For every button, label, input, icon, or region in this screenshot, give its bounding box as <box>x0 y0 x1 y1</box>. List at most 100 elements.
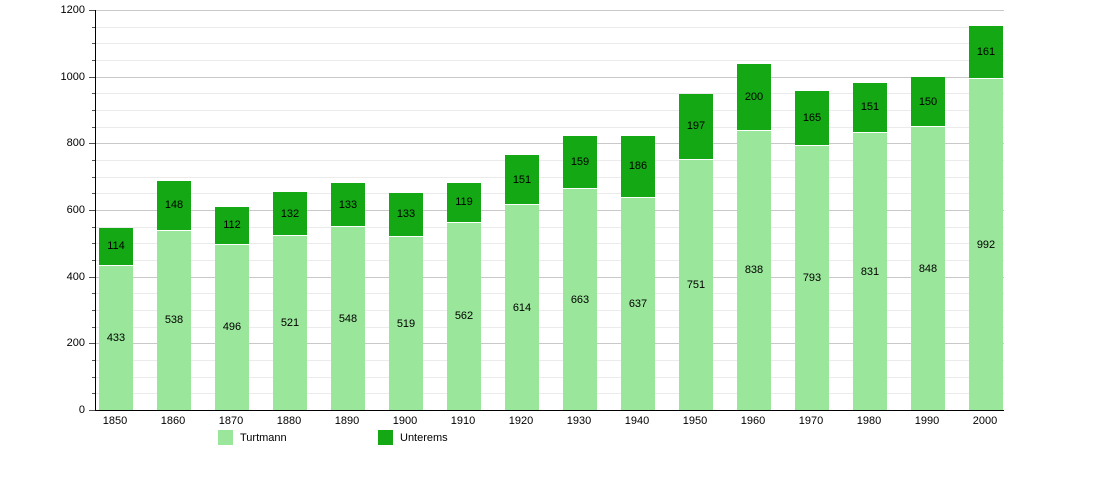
gridline-minor <box>96 193 1004 195</box>
y-axis-tick <box>92 326 95 328</box>
gridline-minor <box>96 226 1004 228</box>
bar-value-label: 793 <box>802 271 822 284</box>
x-axis-label: 1890 <box>334 415 360 427</box>
bar-value-label: 119 <box>455 196 473 209</box>
x-axis-label: 1860 <box>160 415 186 427</box>
y-axis-tick <box>92 93 95 95</box>
bar-segment-unterems-2000: 161 <box>969 25 1003 80</box>
x-axis-label: 1920 <box>508 415 534 427</box>
y-axis-label: 600 <box>66 204 85 216</box>
bar-value-label: 150 <box>918 95 938 108</box>
bar-value-label: 521 <box>280 317 300 330</box>
bar-segment-unterems-1870: 112 <box>215 207 249 245</box>
gridline-minor <box>96 260 1004 261</box>
legend-label-turtmann: Turtmann <box>240 432 287 444</box>
bar-segment-turtmann-1920: 614 <box>505 205 539 410</box>
y-axis-tick <box>92 310 95 311</box>
y-axis-tick <box>89 76 95 78</box>
gridline-major <box>96 10 1004 11</box>
bar-value-label: 112 <box>223 219 241 232</box>
y-axis-label: 0 <box>78 404 85 416</box>
gridline-minor <box>96 93 1004 95</box>
x-axis-label: 2000 <box>972 415 998 427</box>
gridline-minor <box>96 310 1004 311</box>
bar-segment-unterems-1990: 150 <box>911 77 945 128</box>
gridline-minor <box>96 393 1004 395</box>
bar-segment-turtmann-1860: 538 <box>157 230 191 410</box>
y-axis-tick <box>92 360 95 361</box>
bar-value-label: 133 <box>338 198 358 211</box>
bar-value-label: 848 <box>918 262 938 275</box>
plot-area: 433 114 538 148 496 112 521 132 548 133 519 133 562 1… <box>95 10 1004 411</box>
bar-segment-unterems-1940: 186 <box>621 135 655 198</box>
x-axis-label: 1910 <box>450 415 476 427</box>
bar-value-label: 133 <box>396 208 416 221</box>
y-axis-tick <box>89 410 95 411</box>
y-axis-tick <box>92 126 95 128</box>
x-axis-label: 1900 <box>392 415 418 427</box>
bar-value-label: 200 <box>744 90 764 103</box>
bar-value-label: 496 <box>222 321 242 334</box>
x-axis-label: 1930 <box>566 415 592 427</box>
bar-value-label: 148 <box>164 199 184 212</box>
bar-segment-unterems-1930: 159 <box>563 136 597 189</box>
bar-segment-unterems-1950: 197 <box>679 94 713 160</box>
bar-segment-unterems-1890: 133 <box>331 183 365 228</box>
bar-value-label: 519 <box>396 317 416 330</box>
gridline-minor <box>96 360 1004 361</box>
bar-value-label: 159 <box>570 156 590 168</box>
bar-segment-turtmann-1980: 831 <box>853 133 887 410</box>
y-axis-tick <box>92 193 95 195</box>
y-axis-tick <box>92 226 95 228</box>
bar-value-label: 838 <box>744 264 764 277</box>
gridline-minor <box>96 43 1004 45</box>
gridline-major <box>96 76 1004 78</box>
gridline-minor <box>96 110 1004 111</box>
bar-segment-unterems-1900: 133 <box>389 192 423 237</box>
x-axis-label: 1880 <box>276 415 302 427</box>
legend-swatch-turtmann <box>218 430 233 445</box>
bar-value-label: 114 <box>107 240 125 253</box>
bar-value-label: 132 <box>280 207 300 220</box>
bar-value-label: 186 <box>628 160 648 173</box>
bar-segment-turtmann-1960: 838 <box>737 130 771 410</box>
gridline-minor <box>96 243 1004 245</box>
y-axis-tick <box>92 260 95 261</box>
bar-segment-turtmann-1850: 433 <box>99 265 133 410</box>
bar-value-label: 151 <box>512 173 532 186</box>
x-axis-label: 1950 <box>682 415 708 427</box>
bar-value-label: 197 <box>686 120 706 133</box>
bar-segment-turtmann-1940: 637 <box>621 197 655 410</box>
y-axis-label: 400 <box>66 270 85 283</box>
bar-value-label: 831 <box>860 265 880 278</box>
bar-value-label: 151 <box>860 101 880 114</box>
x-axis-label: 1970 <box>798 415 824 427</box>
x-axis-label: 1940 <box>624 415 650 427</box>
y-axis-tick <box>92 376 95 378</box>
y-axis-label: 1200 <box>60 4 85 16</box>
bar-segment-turtmann-1880: 521 <box>273 236 307 410</box>
bar-segment-turtmann-1910: 562 <box>447 222 481 410</box>
y-axis-tick <box>92 176 95 178</box>
y-axis-label: 200 <box>66 337 85 350</box>
bar-segment-unterems-1850: 114 <box>99 227 133 266</box>
gridline-major <box>96 276 1004 278</box>
bar-segment-turtmann-1890: 548 <box>331 227 365 410</box>
y-axis-tick <box>89 276 95 278</box>
legend-swatch-unterems <box>378 430 393 445</box>
bar-value-label: 992 <box>976 238 996 251</box>
bar-value-label: 161 <box>976 46 996 59</box>
gridline-minor <box>96 26 1004 28</box>
bar-segment-turtmann-2000: 992 <box>969 79 1003 410</box>
gridline-minor <box>96 60 1004 61</box>
bar-value-label: 538 <box>164 314 184 327</box>
x-axis-label: 1990 <box>914 415 940 427</box>
bar-value-label: 165 <box>802 111 822 124</box>
gridline-minor <box>96 160 1004 161</box>
bar-segment-turtmann-1930: 663 <box>563 189 597 410</box>
bar-segment-unterems-1860: 148 <box>157 181 191 231</box>
bar-segment-unterems-1920: 151 <box>505 155 539 206</box>
gridline-minor <box>96 176 1004 178</box>
legend-label-unterems: Unterems <box>400 432 448 444</box>
